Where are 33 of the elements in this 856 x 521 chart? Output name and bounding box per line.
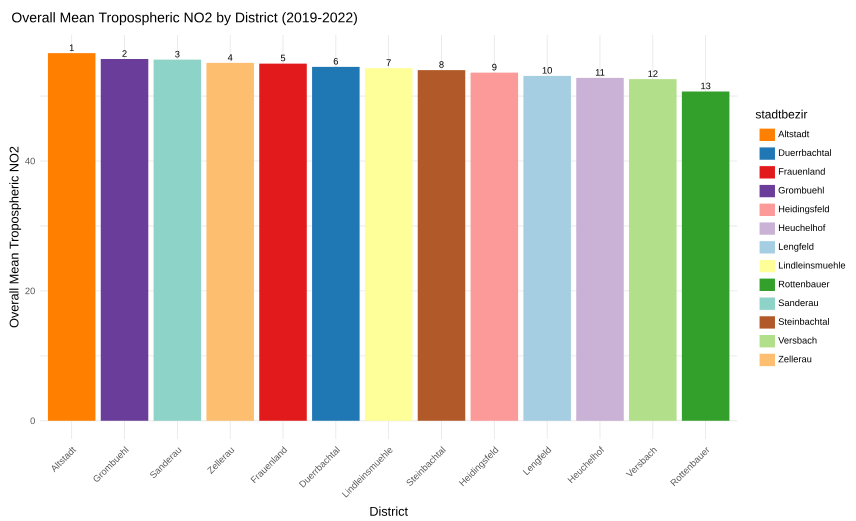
y-tick-label: 0	[30, 418, 35, 424]
legend-label: Rottenbauer	[778, 280, 830, 288]
chart-title: Overall Mean Tropospheric NO2 by District (2019-2022)	[12, 12, 357, 26]
annotation: 13	[701, 82, 710, 90]
annotation: 3	[175, 50, 180, 58]
legend-title: stadtbezir	[756, 110, 808, 119]
legend-label: Heidingsfeld	[778, 205, 829, 214]
annotation: 11	[596, 69, 604, 76]
legend-label: Lindleinsmuehle	[778, 262, 846, 269]
annotation: 9	[492, 64, 496, 70]
annotation: 2	[122, 50, 127, 57]
y-axis-title: Overall Mean Tropospheric NO2	[9, 146, 22, 328]
y-tick-label: 40	[25, 158, 35, 164]
legend-label: Steinbachtal	[778, 318, 829, 325]
annotation: 8	[439, 61, 444, 68]
annotation: 1	[70, 44, 74, 51]
annotation: 5	[280, 54, 286, 62]
legend-label: Versbach	[778, 336, 816, 344]
legend-label: Duerrbachtal	[778, 149, 831, 156]
annotation: 12	[648, 70, 658, 77]
legend-label: Altstadt	[778, 130, 810, 138]
legend-label: Sanderau	[778, 299, 818, 306]
legend-label: Heuchelhof	[778, 224, 826, 232]
legend-label: Grombuehl	[778, 186, 824, 194]
legend-label: Lengfeld	[778, 242, 814, 252]
annotation: 7	[386, 59, 391, 66]
x-axis-title: District	[370, 506, 408, 516]
annotation: 6	[334, 58, 338, 65]
legend-label: Zellerau	[778, 356, 812, 362]
annotation: 10	[542, 67, 552, 74]
legend-label: Frauenland	[778, 168, 825, 175]
annotation: 4	[228, 54, 233, 61]
y-tick-label: 20	[25, 288, 35, 294]
